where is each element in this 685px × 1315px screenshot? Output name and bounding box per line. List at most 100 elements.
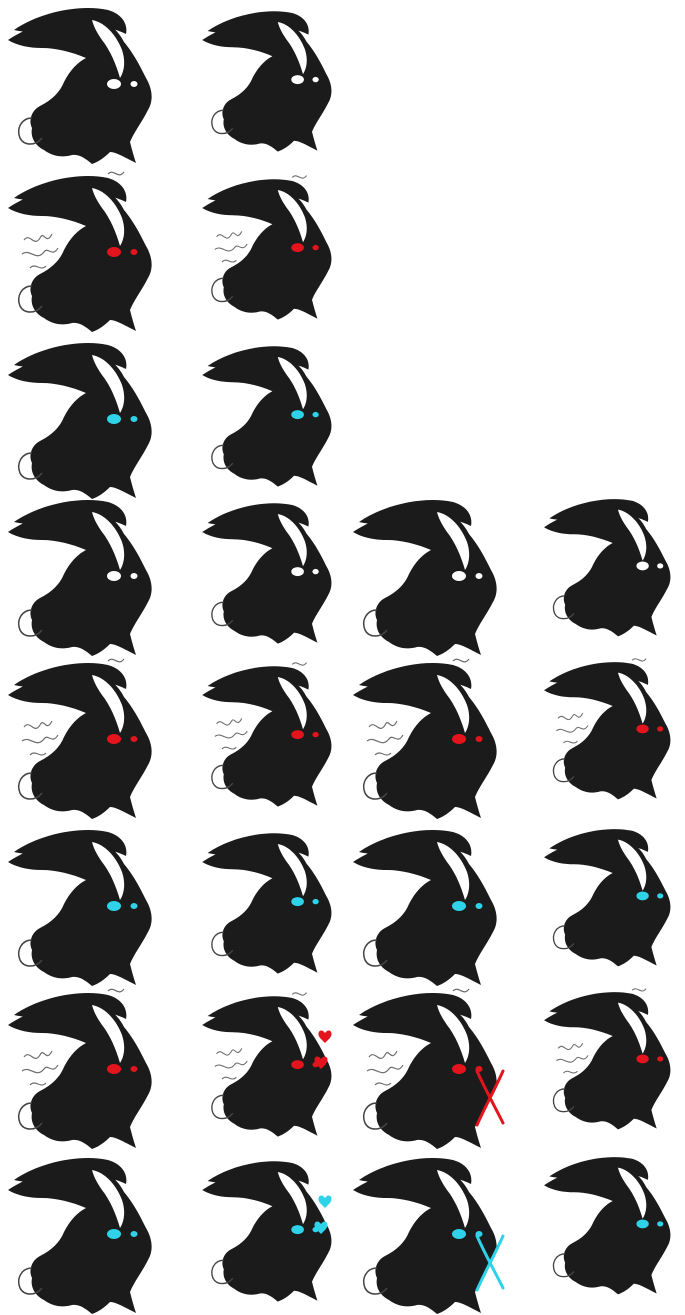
rabbit-body [202,992,332,1137]
ear-highlight [617,1167,647,1219]
rabbit-eye-left [291,410,304,420]
rabbit-sprite [515,822,675,987]
rabbit-eye-left [107,901,121,911]
heart-mark-icon [314,1030,332,1069]
tail-curl [18,939,43,967]
tail-curl [211,764,234,790]
rabbit-eye-left [291,1225,304,1235]
rabbit-body [202,11,332,152]
ear-highlight [277,844,307,897]
tail-curl [363,609,388,637]
rabbit-head [544,506,671,637]
tail-curl [211,1094,234,1120]
rabbit-sprite [175,492,335,657]
rabbit-head [202,841,332,974]
rabbit-sprite [345,822,505,987]
rabbit-head [202,19,332,152]
rabbit-body [8,658,152,819]
tail-curl [211,931,234,957]
rabbit-head [544,836,671,967]
ear-highlight [92,675,125,733]
rabbit-head-icon [8,8,152,165]
rabbit-body [202,833,332,974]
rabbit-head [353,1166,497,1314]
rabbit-body [353,1158,497,1314]
rabbit-head [8,16,152,165]
ear-highlight [92,1005,125,1063]
rabbit-body [202,1161,332,1302]
rabbit-body [202,175,332,320]
rabbit-eye-left [636,724,649,734]
rabbit-eye-right [657,563,664,569]
rabbit-sprite [175,822,335,987]
rabbit-head-icon [8,171,152,332]
ear-highlight [277,22,307,75]
rabbit-sprite [0,985,160,1150]
rabbit-head-icon [202,833,332,974]
rabbit-eye-right [130,249,138,255]
rabbit-eye-right [657,726,664,732]
rabbit-eye-right [312,411,319,418]
rabbit-head [202,511,332,644]
rabbit-head [8,1166,152,1314]
rabbit-head-icon [8,1158,152,1314]
ear-highlight [437,512,470,570]
tail-curl [211,444,234,470]
rabbit-eye-right [130,1231,138,1237]
rabbit-sprite [0,1150,160,1315]
rabbit-sprite [515,985,675,1150]
tail-curl [18,1102,43,1130]
rabbit-eye-left [291,567,304,577]
rabbit-body [202,503,332,644]
rabbit-head [8,351,152,499]
rabbit-eye-left [107,1064,121,1074]
rabbit-sprite [0,655,160,820]
rabbit-head-icon [353,1158,505,1314]
rabbit-body [8,500,152,656]
rabbit-eye-left [291,730,304,740]
rabbit-sprite [345,985,505,1150]
rabbit-eye-right [312,568,319,575]
rabbit-head [353,838,497,986]
rabbit-body [202,346,332,487]
heart-mark-icon [314,1195,332,1234]
tail-curl [552,595,575,620]
rabbit-eye-right [657,893,664,899]
rabbit-eye-left [452,571,466,581]
rabbit-head [353,508,497,656]
rabbit-sprite [175,168,335,333]
rabbit-head [202,674,332,807]
rabbit-sprite [175,1150,335,1315]
ear-highlight [437,675,470,733]
rabbit-sprite [175,0,335,165]
rabbit-head-icon [544,499,671,637]
rabbit-body [353,658,497,819]
tail-curl [211,277,234,303]
tail-curl [18,1267,43,1295]
rabbit-body [353,988,497,1149]
tail-curl [552,925,575,950]
rabbit-body [544,829,671,967]
rabbit-head-icon [202,175,332,320]
tail-curl [363,772,388,800]
rabbit-head-icon [544,829,671,967]
rabbit-eye-right [130,736,138,742]
rabbit-head [544,669,671,800]
ear-highlight [617,672,647,724]
rabbit-head-icon [544,988,671,1130]
rabbit-sprite [345,492,505,657]
rabbit-body [8,1158,152,1314]
rabbit-eye-right [130,416,138,422]
ear-highlight [92,1170,125,1228]
rabbit-eye-right [475,736,483,742]
rabbit-head-icon [202,503,332,644]
rabbit-body [544,499,671,637]
rabbit-body [8,8,152,165]
rabbit-head-icon [202,662,332,807]
rabbit-head [353,671,497,819]
rabbit-sprite [175,335,335,500]
tail-curl [552,1253,575,1278]
rabbit-eye-left [107,734,121,744]
rabbit-eye-left [107,414,121,424]
